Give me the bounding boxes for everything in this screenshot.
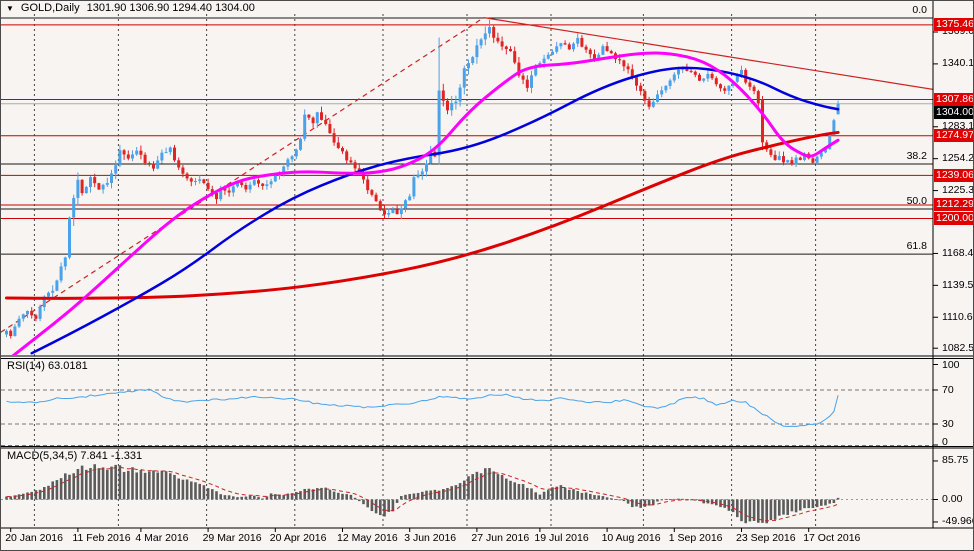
macd-axis-label: -49.966 [942, 515, 973, 528]
symbol-timeframe-label: GOLD,Daily [20, 2, 80, 14]
time-axis-label: 20 Jan 2016 [5, 532, 63, 544]
price-axis-tick: 1110.60 [942, 310, 973, 323]
price-axis-tick: 1283.15 [942, 120, 974, 133]
time-axis-label: 29 Mar 2016 [202, 532, 262, 544]
chart-header: ▼ GOLD,Daily 1301.90 1306.90 1294.40 130… [6, 2, 255, 14]
current-price-badge: 1304.00 [934, 105, 973, 119]
time-axis-label: 11 Feb 2016 [72, 532, 131, 544]
price-axis-tick: 1082.55 [942, 341, 974, 354]
price-axis-tick: 1340.10 [942, 57, 974, 70]
rsi-axis-label: 100 [942, 358, 960, 371]
time-axis-label: 19 Jul 2016 [534, 532, 589, 544]
time-axis-label: 23 Sep 2016 [736, 532, 796, 544]
time-axis-label: 17 Oct 2016 [803, 532, 861, 544]
price-level-badge: 1375.46 [934, 18, 973, 32]
price-level-badge: 1307.86 [934, 92, 973, 106]
price-axis-tick: 1168.40 [942, 246, 974, 259]
time-axis-label: 1 Sep 2016 [668, 532, 723, 544]
ohlc-values: 1301.90 1306.90 1294.40 1304.00 [86, 2, 255, 14]
time-axis-label: 4 Mar 2016 [135, 532, 189, 544]
symbol-dropdown-icon[interactable]: ▼ [6, 3, 14, 13]
price-axis-tick: 1225.35 [942, 184, 974, 197]
fib-level-label: 38.2 [906, 150, 927, 163]
fib-level-label: 61.8 [906, 240, 927, 253]
fib-level-label: 0.0 [912, 3, 927, 16]
fib-level-label: 50.0 [906, 195, 927, 208]
price-axis-tick: 1139.50 [942, 278, 974, 291]
rsi-axis-label: 0 [942, 435, 948, 448]
price-level-badge: 1212.29 [934, 198, 973, 212]
time-axis-label: 3 Jun 2016 [404, 532, 457, 544]
macd-axis-label: 0.00 [942, 493, 963, 505]
time-axis-label: 27 Jun 2016 [471, 532, 530, 544]
price-level-badge: 1274.97 [934, 129, 973, 143]
time-axis-label: 20 Apr 2016 [269, 532, 327, 544]
rsi-axis-label: 70 [942, 383, 954, 396]
price-level-badge: 1200.00 [934, 212, 973, 226]
rsi-label: RSI(14) 63.0181 [7, 360, 88, 372]
time-axis-label: 10 Aug 2016 [601, 532, 661, 544]
price-level-badge: 1239.06 [934, 168, 973, 182]
rsi-axis-label: 30 [942, 417, 954, 430]
macd-label: MACD(5,34,5) 7.841 -1.331 [7, 450, 143, 462]
price-axis-tick: 1254.25 [942, 152, 974, 165]
macd-axis-label: 85.75 [942, 454, 969, 467]
time-axis-label: 12 May 2016 [337, 532, 398, 544]
